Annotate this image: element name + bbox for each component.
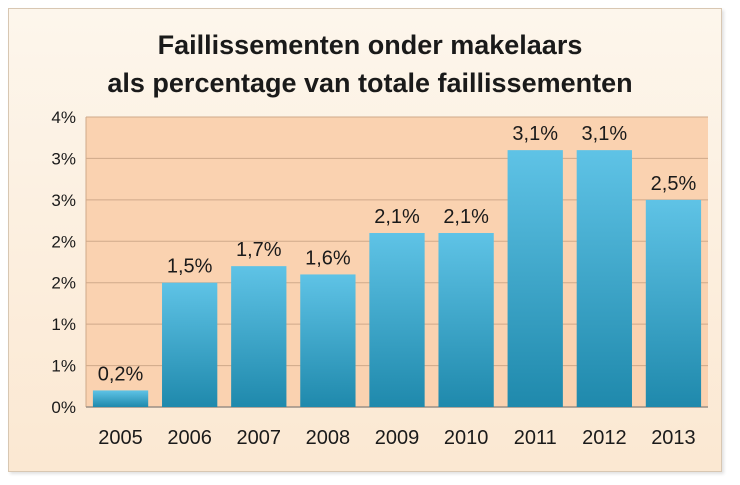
bar-2013 [645, 199, 702, 407]
data-label-2013: 2,5% [651, 173, 697, 195]
data-label-2012: 3,1% [582, 123, 628, 145]
chart-title: Faillissementen onder makelaars als perc… [0, 26, 740, 102]
y-tick-label: 2% [51, 232, 76, 251]
y-tick-label: 4% [51, 108, 76, 127]
x-tick-label: 2008 [306, 427, 351, 449]
y-tick-label: 1% [51, 357, 76, 376]
bar-2008 [300, 274, 356, 407]
x-tick-label: 2012 [582, 427, 627, 449]
x-tick-label: 2010 [444, 427, 489, 449]
data-label-2006: 1,5% [167, 256, 213, 278]
y-tick-label: 3% [51, 149, 76, 168]
bar-2007 [231, 266, 287, 407]
bar-2009 [369, 233, 425, 407]
bar-2010 [438, 233, 494, 407]
data-label-2011: 3,1% [512, 123, 558, 145]
data-label-2008: 1,6% [305, 247, 351, 269]
data-label-2007: 1,7% [236, 239, 282, 261]
x-tick-label: 2005 [98, 427, 143, 449]
bar-2005 [92, 390, 149, 407]
bar-2006 [162, 282, 218, 407]
x-tick-label: 2009 [375, 427, 420, 449]
bar-2011 [507, 150, 563, 407]
data-label-2010: 2,1% [443, 206, 489, 228]
bar-2012 [576, 150, 632, 407]
x-tick-label: 2007 [237, 427, 282, 449]
data-label-2005: 0,2% [98, 363, 144, 385]
data-label-2009: 2,1% [374, 206, 420, 228]
chart-title-line-2: als percentage van totale faillissemente… [107, 68, 633, 98]
x-tick-label: 2011 [514, 427, 557, 449]
chart-title-line-1: Faillissementen onder makelaars [157, 30, 583, 60]
y-tick-label: 3% [51, 191, 76, 210]
y-tick-label: 1% [51, 315, 76, 334]
x-tick-label: 2006 [167, 427, 212, 449]
y-tick-label: 2% [51, 274, 76, 293]
x-tick-label: 2013 [651, 427, 696, 449]
y-tick-label: 0% [51, 398, 76, 417]
